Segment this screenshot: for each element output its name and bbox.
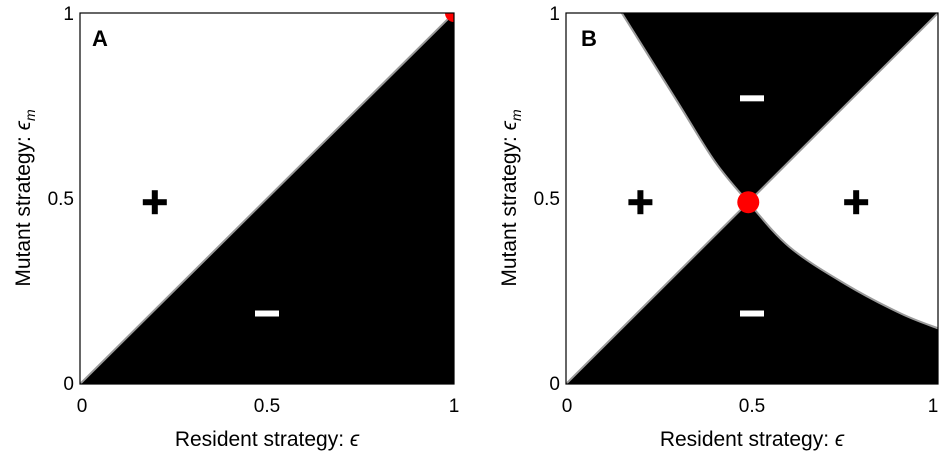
fixed-point-marker <box>445 13 454 22</box>
minus-region-upper <box>621 13 938 203</box>
plus-sign <box>844 190 869 215</box>
plot-frame <box>565 12 939 385</box>
fixed-point-marker <box>737 191 760 214</box>
plus-sign <box>142 190 167 215</box>
x-axis-title: Resident strategy: ϵ <box>175 428 360 451</box>
x-tick-label: 0.5 <box>739 396 765 417</box>
y-axis-title: Mutant strategy: ϵm <box>12 109 38 287</box>
panel-label: A <box>92 26 108 51</box>
y-tick-label: 0 <box>549 374 560 395</box>
y-tick-label: 0.5 <box>534 189 560 210</box>
x-tick-label: 0 <box>77 396 88 417</box>
plus-sign <box>628 190 653 215</box>
panel-label: B <box>581 26 597 51</box>
minus-sign <box>740 95 764 102</box>
panel-a: A 1 0.5 0 0 0.5 1 Resident strategy: ϵ M… <box>12 4 460 451</box>
x-tick-label: 1 <box>928 396 939 417</box>
y-tick-label: 0 <box>63 374 74 395</box>
y-axis-title: Mutant strategy: ϵm <box>498 109 524 287</box>
boundary-line <box>80 13 454 384</box>
plot-frame <box>79 12 455 385</box>
y-tick-label: 0.5 <box>48 189 74 210</box>
x-tick-label: 0 <box>562 396 573 417</box>
y-tick-label: 1 <box>63 4 74 25</box>
minus-sign <box>255 310 279 317</box>
minus-region-lower <box>566 202 938 384</box>
minus-sign <box>740 310 764 317</box>
x-axis-title: Resident strategy: ϵ <box>660 428 845 451</box>
x-tick-label: 0.5 <box>254 396 280 417</box>
boundary-curve <box>620 13 938 330</box>
panel-b: B 1 0.5 0 0 0.5 1 Resident strategy: ϵ M… <box>498 4 939 451</box>
x-tick-label: 1 <box>449 396 460 417</box>
y-tick-label: 1 <box>549 4 560 25</box>
